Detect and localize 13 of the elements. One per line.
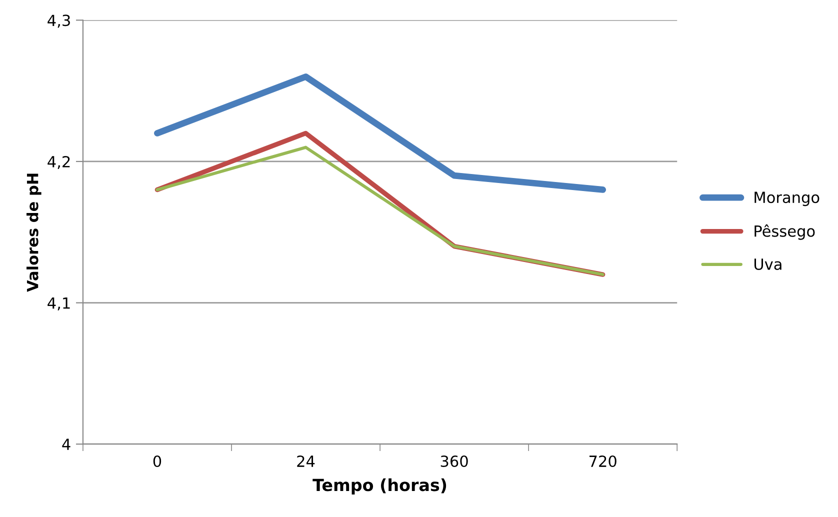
y-tick-label: 4 bbox=[62, 438, 70, 450]
x-axis-title: Tempo (horas) bbox=[312, 478, 446, 494]
y-tick-label: 4,3 bbox=[48, 14, 70, 28]
x-tick-label: 0 bbox=[153, 455, 162, 468]
legend-label: Pêssego bbox=[754, 224, 815, 240]
x-tick-label: 360 bbox=[440, 455, 468, 468]
y-tick-label: 4,1 bbox=[48, 297, 70, 310]
x-tick-label: 720 bbox=[590, 455, 616, 468]
x-tick-label: 24 bbox=[297, 455, 315, 467]
y-tick-label: 4,2 bbox=[48, 156, 70, 170]
y-axis-title: Valores de pH bbox=[26, 174, 42, 292]
legend-label: Uva bbox=[754, 258, 782, 270]
legend-label: Morango bbox=[754, 192, 820, 206]
